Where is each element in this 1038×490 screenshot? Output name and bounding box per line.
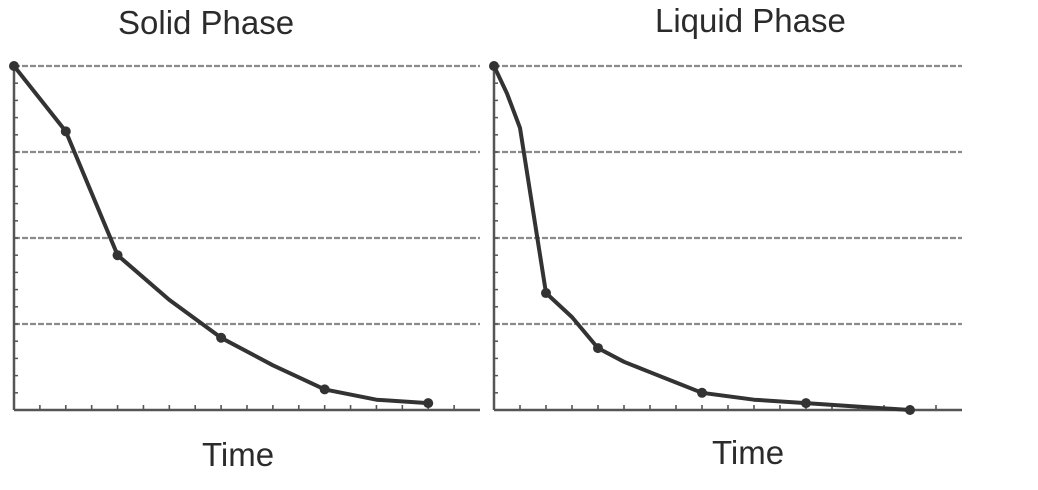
data-point-liquid-phase xyxy=(801,398,811,409)
data-point-liquid-phase xyxy=(905,405,915,415)
data-point-solid-phase xyxy=(216,332,227,343)
chart-liquid-phase xyxy=(489,61,962,415)
chart-title-liquid-phase: Liquid Phase xyxy=(655,2,846,39)
chart-solid-phase xyxy=(9,61,480,412)
data-point-solid-phase xyxy=(60,126,71,137)
series-line-solid-phase xyxy=(12,64,431,406)
data-point-solid-phase xyxy=(319,384,330,395)
data-point-liquid-phase xyxy=(697,387,707,398)
x-axis-label-solid-phase: Time xyxy=(202,436,275,473)
x-axis-label-liquid-phase: Time xyxy=(712,434,785,471)
data-point-solid-phase xyxy=(423,398,434,409)
data-point-solid-phase xyxy=(9,61,19,71)
data-point-liquid-phase xyxy=(593,343,603,354)
chart-title-solid-phase: Solid Phase xyxy=(118,4,295,41)
data-point-liquid-phase xyxy=(489,61,499,71)
data-point-liquid-phase xyxy=(541,288,551,299)
data-point-solid-phase xyxy=(112,250,123,261)
